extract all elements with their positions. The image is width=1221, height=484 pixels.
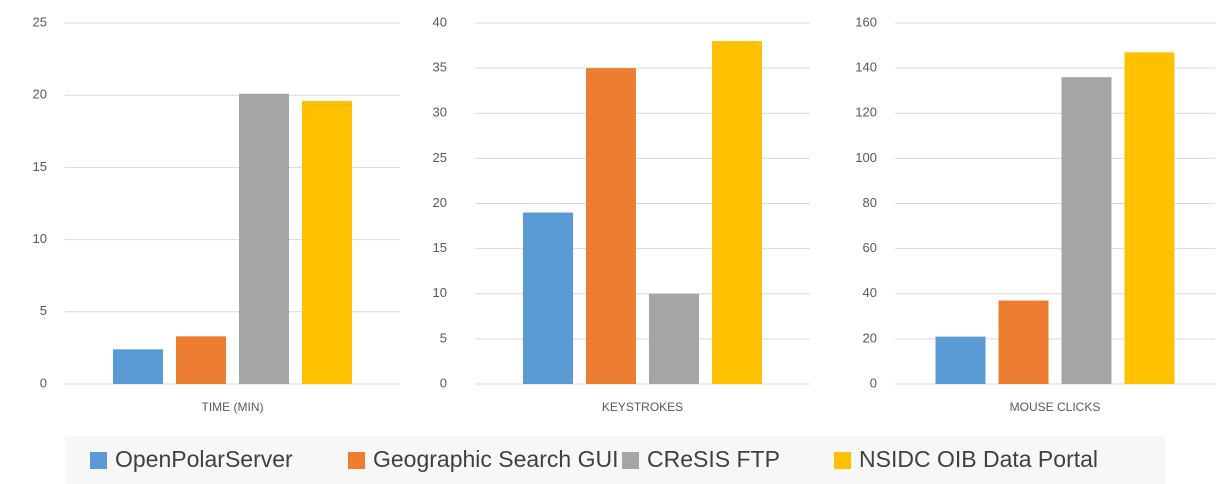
y-tick-label: 5 <box>440 330 447 345</box>
legend-swatch <box>348 452 365 469</box>
y-tick-label: 160 <box>855 14 877 29</box>
legend-label: OpenPolarServer <box>115 446 293 472</box>
y-tick-label: 40 <box>433 14 447 29</box>
x-tick-label: KEYSTROKES <box>602 400 683 414</box>
y-tick-label: 20 <box>33 87 47 102</box>
y-tick-label: 15 <box>433 240 447 255</box>
bar <box>1124 52 1175 385</box>
bar <box>998 300 1049 384</box>
bar <box>1061 77 1112 385</box>
y-tick-label: 140 <box>855 60 877 75</box>
bar <box>239 93 289 385</box>
bar <box>113 349 163 384</box>
legend-swatch <box>90 452 107 469</box>
y-tick-label: 25 <box>33 14 47 29</box>
y-tick-label: 10 <box>433 285 447 300</box>
y-tick-label: 25 <box>433 150 447 165</box>
y-tick-label: 15 <box>33 159 47 174</box>
bar <box>935 336 986 384</box>
bar <box>712 41 762 385</box>
x-tick-label: MOUSE CLICKS <box>1010 400 1101 414</box>
y-tick-label: 60 <box>863 240 877 255</box>
y-tick-label: 20 <box>433 195 447 210</box>
bar <box>649 293 699 384</box>
y-tick-label: 0 <box>40 375 47 390</box>
legend-swatch <box>834 452 851 469</box>
bar <box>523 212 573 384</box>
x-tick-label: TIME (MIN) <box>202 400 264 414</box>
legend-box <box>65 436 1165 484</box>
y-tick-label: 40 <box>863 285 877 300</box>
y-tick-label: 80 <box>863 195 877 210</box>
legend-label: CReSIS FTP <box>647 446 780 472</box>
y-tick-label: 120 <box>855 105 877 120</box>
y-tick-label: 5 <box>40 303 47 318</box>
legend-label: Geographic Search GUI <box>373 446 618 472</box>
legend-label: NSIDC OIB Data Portal <box>859 446 1098 472</box>
bar <box>176 336 226 384</box>
y-tick-label: 30 <box>433 105 447 120</box>
y-tick-label: 0 <box>870 375 877 390</box>
legend-swatch <box>622 452 639 469</box>
bar <box>302 100 352 384</box>
bar <box>586 68 636 384</box>
y-tick-label: 0 <box>440 375 447 390</box>
y-tick-label: 10 <box>33 231 47 246</box>
y-tick-label: 100 <box>855 150 877 165</box>
y-tick-label: 35 <box>433 60 447 75</box>
y-tick-label: 20 <box>863 330 877 345</box>
